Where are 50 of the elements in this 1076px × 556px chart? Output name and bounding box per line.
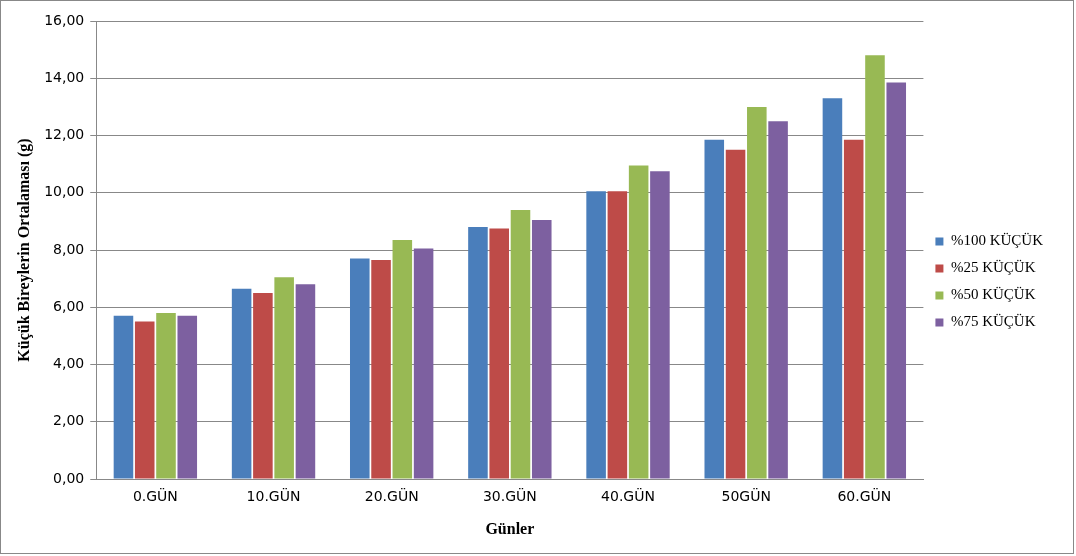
bar <box>768 121 788 479</box>
bar <box>413 248 434 479</box>
bar <box>865 55 885 479</box>
y-tick-label: 6,00 <box>53 297 85 314</box>
x-axis-title: Günler <box>485 519 535 537</box>
bar <box>747 106 767 479</box>
x-tick-label: 10.GÜN <box>246 487 301 505</box>
y-tick-label: 10,00 <box>44 183 85 200</box>
bar <box>650 171 670 479</box>
x-tick-label: 0.GÜN <box>132 487 178 505</box>
y-tick-label: 2,00 <box>53 412 85 429</box>
bar <box>725 149 746 479</box>
bar <box>822 98 843 479</box>
bar <box>704 139 725 479</box>
y-tick-label: 14,00 <box>44 68 85 85</box>
y-tick-label: 8,00 <box>53 240 85 257</box>
bar <box>531 219 552 479</box>
bar <box>510 209 531 479</box>
legend-label: %75 KÜÇÜK <box>950 313 1036 330</box>
legend-label: %100 KÜÇÜK <box>950 232 1044 249</box>
x-tick-label: 20.GÜN <box>364 487 419 505</box>
y-tick-label: 0,00 <box>53 469 85 486</box>
bar <box>350 258 370 479</box>
legend-label: %25 KÜÇÜK <box>950 259 1036 276</box>
bar <box>468 227 488 479</box>
x-tick-label: 60.GÜN <box>837 487 892 505</box>
bar <box>177 315 198 479</box>
bar <box>231 288 252 479</box>
legend-label: %50 KÜÇÜK <box>950 286 1036 303</box>
x-tick-label: 40.GÜN <box>601 487 655 505</box>
bar <box>253 292 273 479</box>
y-tick-label: 12,00 <box>44 126 85 143</box>
bar <box>886 82 907 479</box>
bar <box>628 165 649 479</box>
bar <box>274 277 294 479</box>
x-tick-label: 30.GÜN <box>482 487 537 505</box>
bar <box>134 321 155 479</box>
bar <box>113 315 134 479</box>
bar <box>607 191 628 479</box>
bar <box>392 239 413 479</box>
bar <box>371 260 391 479</box>
bar <box>156 312 176 479</box>
y-axis-title: Küçük Bireylerin Ortalaması (g) <box>14 138 33 362</box>
x-tick-label: 50GÜN <box>721 487 771 505</box>
bar <box>295 284 316 479</box>
bar <box>843 139 864 479</box>
y-tick-label: 4,00 <box>53 355 85 372</box>
y-tick-label: 16,00 <box>44 11 85 28</box>
bar <box>586 191 606 479</box>
bar <box>489 228 509 479</box>
